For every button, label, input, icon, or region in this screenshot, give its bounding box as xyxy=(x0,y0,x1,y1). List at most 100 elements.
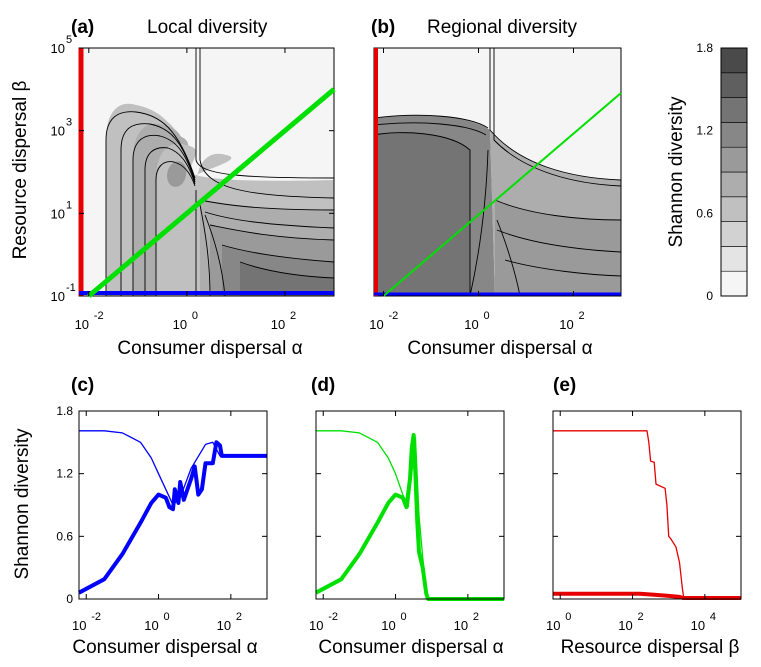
series-thick-line xyxy=(78,440,267,595)
panel-c: (c) 10 -2 10 0 10 2 0 0.6 1.2 1.8 Consumer dispe… xyxy=(12,375,268,658)
y-tick-label: 105 xyxy=(51,34,73,56)
panel-c-lines xyxy=(78,430,267,595)
panel-a-x-ticks: 10 -2 10 0 10 2 xyxy=(75,48,296,332)
panel-e-frame xyxy=(552,410,742,600)
panel-a-label: (a) xyxy=(71,17,94,38)
colorbar-label: Shannon diversity xyxy=(666,96,687,248)
svg-text:10: 10 xyxy=(546,618,560,633)
svg-text:10: 10 xyxy=(309,618,323,633)
svg-text:10: 10 xyxy=(271,317,285,332)
x-tick-label: 10 -2 xyxy=(75,310,104,332)
panel-d-x-ticks: 10 -2 10 0 10 2 xyxy=(309,411,479,633)
panel-c-ylabel: Shannon diversity xyxy=(12,428,33,580)
panel-a-xlabel: Consumer dispersal α xyxy=(117,338,302,359)
panel-d-lines xyxy=(315,410,504,601)
panel-b-label: (b) xyxy=(371,17,395,38)
svg-text:-2: -2 xyxy=(94,310,104,322)
svg-text:10: 10 xyxy=(618,618,632,633)
panel-d-frame xyxy=(315,410,505,600)
colorbar: 0 0.6 1.2 1.8 Shannon diversity xyxy=(666,41,748,303)
svg-text:10: 10 xyxy=(559,317,573,332)
panel-c-y-ticks: 0 0.6 1.2 1.8 xyxy=(56,404,267,606)
y-tick-label: 0 xyxy=(66,592,73,606)
svg-text:3: 3 xyxy=(66,117,72,129)
panel-a-heatmap xyxy=(79,48,334,296)
panel-e-label: (e) xyxy=(553,375,576,396)
colorbar-ticks: 0 0.6 1.2 1.8 xyxy=(696,41,713,303)
y-tick-label: 1.8 xyxy=(56,404,73,418)
panel-c-x-ticks: 10 -2 10 0 10 2 xyxy=(72,411,242,633)
x-tick-label: 10 2 xyxy=(618,611,643,633)
y-tick-label: 0.6 xyxy=(56,529,73,543)
x-tick-label: 10 0 xyxy=(173,310,198,332)
panel-d-xlabel: Consumer dispersal α xyxy=(318,637,503,658)
svg-text:10: 10 xyxy=(464,317,478,332)
svg-text:2: 2 xyxy=(638,611,644,623)
svg-text:10: 10 xyxy=(173,317,187,332)
panel-b-title: Regional diversity xyxy=(427,17,577,38)
svg-text:2: 2 xyxy=(473,611,479,623)
svg-text:-2: -2 xyxy=(328,611,338,623)
svg-text:2: 2 xyxy=(236,611,242,623)
series-thin-line xyxy=(553,430,741,600)
svg-text:10: 10 xyxy=(144,618,158,633)
svg-text:-1: -1 xyxy=(66,282,76,294)
x-tick-label: 10 -2 xyxy=(369,310,398,332)
svg-text:-2: -2 xyxy=(91,611,101,623)
y-tick-label: 103 xyxy=(51,117,73,139)
colorbar-cell xyxy=(720,270,748,297)
panel-a-green-line xyxy=(87,87,336,298)
panel-e-lines xyxy=(553,410,741,600)
svg-text:10: 10 xyxy=(51,124,65,139)
panel-b-x-ticks: 10 -2 10 0 10 2 xyxy=(369,48,585,332)
colorbar-tick-label: 1.8 xyxy=(696,41,713,55)
panel-c-frame xyxy=(78,410,268,600)
y-tick-label: 10-1 xyxy=(51,282,76,304)
colorbar-cell xyxy=(720,72,748,98)
x-tick-label: 10 2 xyxy=(217,611,242,633)
svg-text:2: 2 xyxy=(290,310,296,322)
x-tick-label: 10 0 xyxy=(144,611,169,633)
x-tick-label: 10 2 xyxy=(559,310,584,332)
svg-text:0: 0 xyxy=(484,310,490,322)
colorbar-cell xyxy=(720,47,748,74)
svg-text:0: 0 xyxy=(164,611,170,623)
x-tick-label: 10 0 xyxy=(464,310,489,332)
panel-d-label: (d) xyxy=(311,375,335,396)
svg-text:0: 0 xyxy=(565,611,571,623)
svg-text:10: 10 xyxy=(454,618,468,633)
colorbar-cell xyxy=(720,122,748,148)
svg-text:10: 10 xyxy=(691,618,705,633)
panel-e-x-ticks: 10 0 10 2 10 4 xyxy=(546,411,716,633)
panel-b-xlabel: Consumer dispersal α xyxy=(407,338,592,359)
colorbar-cell xyxy=(720,246,748,272)
x-tick-label: 10 0 xyxy=(381,611,406,633)
svg-text:0: 0 xyxy=(401,611,407,623)
colorbar-cell xyxy=(720,171,748,198)
colorbar-cell xyxy=(720,221,748,247)
panel-c-label: (c) xyxy=(71,375,94,396)
panel-a-title: Local diversity xyxy=(147,17,268,38)
x-tick-label: 10 4 xyxy=(691,611,716,633)
svg-text:-2: -2 xyxy=(389,310,399,322)
svg-text:0: 0 xyxy=(192,310,198,322)
x-tick-label: 10 -2 xyxy=(72,611,101,633)
panel-d: (d) 10 -2 10 0 10 2 Consumer dispersal α xyxy=(309,375,505,658)
svg-text:10: 10 xyxy=(217,618,231,633)
colorbar-cell xyxy=(720,146,748,173)
panel-b: (b) Regional diversity 10 -2 10 0 10 2 Consum… xyxy=(369,17,622,359)
svg-text:10: 10 xyxy=(51,41,65,56)
svg-text:1: 1 xyxy=(66,199,72,211)
colorbar-cell xyxy=(720,196,748,222)
x-tick-label: 10 2 xyxy=(454,611,479,633)
svg-text:10: 10 xyxy=(51,206,65,221)
svg-text:10: 10 xyxy=(381,618,395,633)
panel-e: (e) 10 0 10 2 10 4 Resource dispersal β xyxy=(546,375,742,658)
svg-text:4: 4 xyxy=(710,611,716,623)
y-tick-label: 1.2 xyxy=(56,467,73,481)
panel-b-green-line xyxy=(382,92,622,297)
svg-text:2: 2 xyxy=(579,310,585,322)
